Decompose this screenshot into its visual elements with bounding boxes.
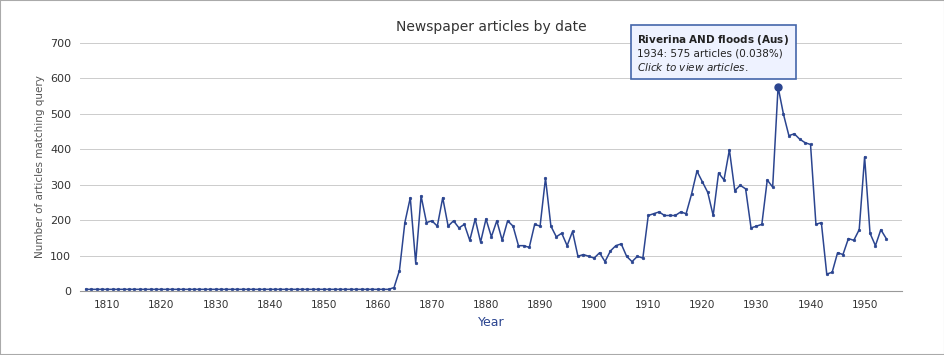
- Title: Newspaper articles by date: Newspaper articles by date: [396, 21, 586, 34]
- X-axis label: Year: Year: [478, 316, 504, 329]
- Y-axis label: Number of articles matching query: Number of articles matching query: [35, 75, 44, 258]
- Text: $\bf{Riverina\ AND\ floods\ (Aus)}$
1934: 575 articles (0.038%)
$\it{Click\ to\ : $\bf{Riverina\ AND\ floods\ (Aus)}$ 1934…: [637, 33, 788, 73]
